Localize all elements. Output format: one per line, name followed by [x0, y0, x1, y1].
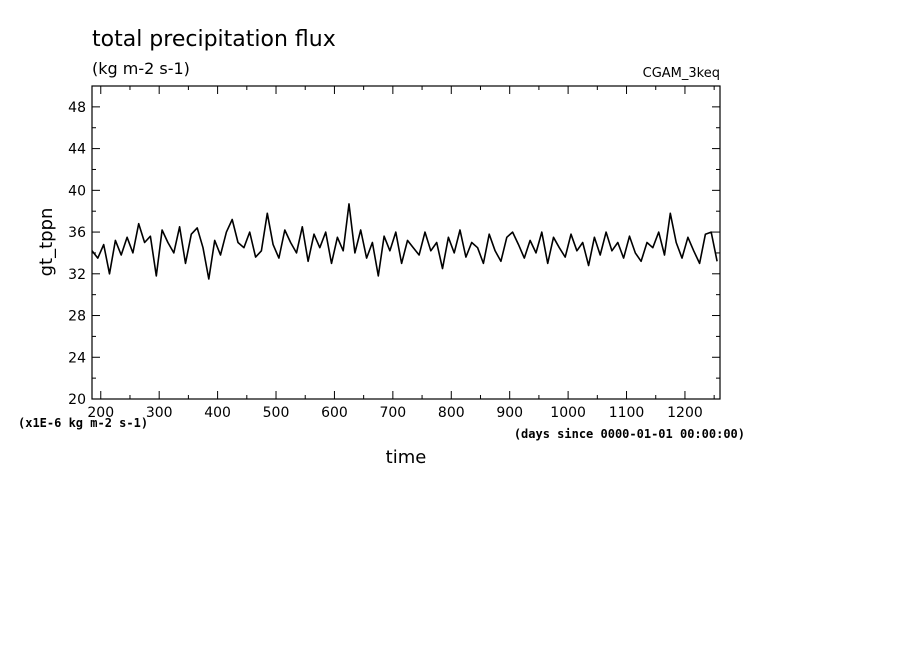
x-tick-label: 500: [263, 405, 290, 421]
y-tick-label: 40: [68, 183, 86, 199]
x-tick-label: 1100: [609, 405, 645, 421]
y-scale-note: (x1E-6 kg m-2 s-1): [18, 416, 148, 430]
x-units-note: (days since 0000-01-01 00:00:00): [514, 427, 745, 441]
y-tick-label: 28: [68, 309, 86, 325]
x-axis-label: time: [386, 447, 427, 468]
tick-labels: 200 300 400 500 600 700 800 900 1000 1100 1200 20 24…: [68, 100, 703, 421]
x-tick-label: 600: [321, 405, 348, 421]
y-tick-label: 44: [68, 142, 86, 158]
x-tick-label: 800: [438, 405, 465, 421]
y-tick-label: 20: [68, 392, 86, 408]
x-tick-label: 900: [496, 405, 523, 421]
y-tick-label: 48: [68, 100, 86, 116]
y-tick-label: 36: [68, 225, 86, 241]
x-tick-label: 1200: [667, 405, 703, 421]
x-tick-label: 300: [146, 405, 173, 421]
chart-title: total precipitation flux: [92, 27, 336, 52]
dataset-label: CGAM_3keq: [643, 66, 720, 81]
x-tick-label: 400: [204, 405, 231, 421]
plot-frame: [91, 85, 721, 400]
y-axis-label: gt_tppn: [36, 208, 57, 277]
x-tick-label: 700: [379, 405, 406, 421]
x-tick-label: 200: [87, 405, 114, 421]
series-line: [91, 203, 718, 280]
series-layer: [91, 203, 718, 280]
x-tick-label: 1000: [550, 405, 586, 421]
chart-subtitle: (kg m-2 s-1): [92, 59, 190, 78]
y-tick-label: 24: [68, 350, 86, 366]
y-tick-label: 32: [68, 267, 86, 283]
axis-ticks: [92, 85, 720, 400]
